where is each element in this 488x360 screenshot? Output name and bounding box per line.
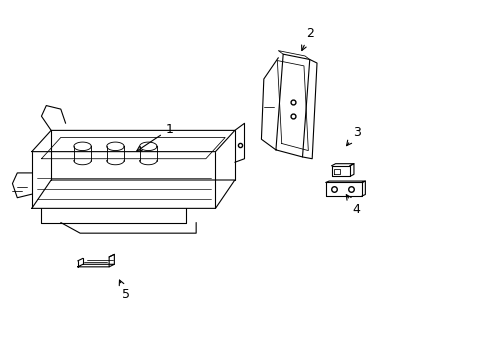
Text: 5: 5 <box>119 280 130 301</box>
Text: 4: 4 <box>346 195 360 216</box>
Text: 2: 2 <box>301 27 313 50</box>
Text: 1: 1 <box>136 123 173 151</box>
Text: 3: 3 <box>346 126 361 146</box>
